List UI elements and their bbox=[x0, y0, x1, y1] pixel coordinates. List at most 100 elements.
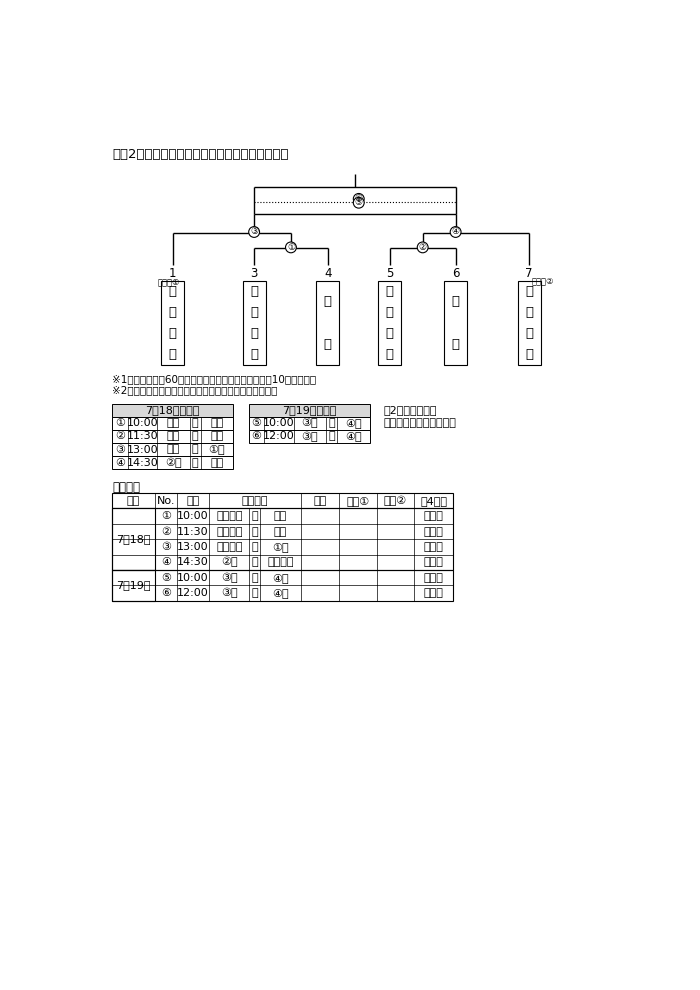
Text: ・下位同士の試合はなし: ・下位同士の試合はなし bbox=[384, 419, 456, 429]
Text: 10:00: 10:00 bbox=[127, 419, 158, 429]
Text: 能代: 能代 bbox=[274, 511, 287, 521]
Text: ⑥: ⑥ bbox=[355, 194, 363, 203]
Text: ・2日間での実施: ・2日間での実施 bbox=[384, 405, 437, 415]
Bar bbox=[112, 570, 155, 601]
Text: 審判割当: 審判割当 bbox=[112, 481, 140, 494]
Text: 陽: 陽 bbox=[386, 348, 393, 361]
Text: 鳴: 鳴 bbox=[250, 348, 258, 361]
Text: No.: No. bbox=[157, 496, 175, 506]
Text: 松: 松 bbox=[386, 327, 393, 340]
Text: ②: ② bbox=[419, 243, 427, 251]
Text: ④: ④ bbox=[161, 557, 171, 567]
Text: 大館桂桜: 大館桂桜 bbox=[267, 557, 294, 567]
Bar bbox=[112, 509, 155, 570]
Text: －: － bbox=[192, 457, 199, 467]
Text: ⑤: ⑤ bbox=[355, 198, 363, 207]
Text: 令和2年度　県北地区高校体育大会サッカー競技: 令和2年度 県北地区高校体育大会サッカー競技 bbox=[112, 148, 289, 161]
Text: 桜: 桜 bbox=[525, 348, 533, 361]
Text: ③: ③ bbox=[115, 445, 125, 454]
Bar bbox=[161, 280, 184, 365]
Bar bbox=[316, 280, 340, 365]
Text: 大: 大 bbox=[525, 284, 533, 298]
Text: ⑤: ⑤ bbox=[161, 573, 171, 583]
Text: シード①: シード① bbox=[158, 277, 180, 286]
Text: ①勝: ①勝 bbox=[272, 542, 289, 551]
Bar bbox=[112, 493, 454, 509]
Bar bbox=[112, 456, 233, 469]
Text: 14:30: 14:30 bbox=[177, 557, 209, 567]
Circle shape bbox=[354, 197, 364, 208]
Circle shape bbox=[248, 227, 260, 238]
Text: －: － bbox=[251, 573, 258, 583]
Text: －: － bbox=[251, 588, 258, 598]
Text: ⑥: ⑥ bbox=[161, 588, 171, 598]
Text: ③: ③ bbox=[250, 228, 258, 237]
Bar bbox=[444, 280, 468, 365]
Bar bbox=[112, 509, 454, 570]
Text: ※2　小さい番号が左側ベンチ、および記録を担当する。: ※2 小さい番号が左側ベンチ、および記録を担当する。 bbox=[112, 385, 278, 395]
Text: 小坂: 小坂 bbox=[274, 527, 287, 537]
Text: ④: ④ bbox=[452, 228, 460, 237]
Text: 国際情報: 国際情報 bbox=[216, 542, 243, 551]
Text: ②: ② bbox=[115, 432, 125, 442]
Bar bbox=[248, 430, 370, 443]
Text: 桂桜: 桂桜 bbox=[210, 457, 223, 467]
Text: ④勝: ④勝 bbox=[345, 432, 362, 442]
Text: －: － bbox=[192, 445, 199, 454]
Text: －: － bbox=[251, 511, 258, 521]
Text: 館: 館 bbox=[525, 306, 533, 319]
Text: ④負: ④負 bbox=[345, 419, 362, 429]
Text: －: － bbox=[192, 432, 199, 442]
Text: 国: 国 bbox=[169, 284, 176, 298]
Text: 5: 5 bbox=[386, 266, 393, 279]
Text: 7月19日（日）: 7月19日（日） bbox=[282, 405, 336, 415]
Text: －: － bbox=[192, 419, 199, 429]
Text: 大: 大 bbox=[250, 284, 258, 298]
Circle shape bbox=[286, 242, 296, 252]
Text: シード②: シード② bbox=[531, 277, 554, 286]
Circle shape bbox=[417, 242, 428, 252]
Text: 高体連: 高体連 bbox=[424, 588, 444, 598]
Text: ③勝: ③勝 bbox=[221, 588, 237, 598]
Text: 10:00: 10:00 bbox=[263, 419, 295, 429]
Text: 小坂: 小坂 bbox=[210, 432, 223, 442]
Text: 能: 能 bbox=[323, 295, 332, 308]
Text: 際: 際 bbox=[169, 306, 176, 319]
Text: ※1　試合時間は60分、ハーフタイムインターバルは10分とする。: ※1 試合時間は60分、ハーフタイムインターバルは10分とする。 bbox=[112, 374, 316, 384]
Text: ④: ④ bbox=[115, 457, 125, 467]
Text: 10:00: 10:00 bbox=[177, 511, 209, 521]
Bar bbox=[517, 280, 541, 365]
Text: 小: 小 bbox=[452, 295, 460, 308]
Text: 12:00: 12:00 bbox=[263, 432, 295, 442]
Text: ①: ① bbox=[287, 243, 295, 251]
Text: 坂: 坂 bbox=[452, 338, 460, 350]
Text: 対　　戦: 対 戦 bbox=[241, 496, 268, 506]
Bar bbox=[112, 404, 233, 417]
Text: 7月19日: 7月19日 bbox=[116, 580, 151, 590]
Text: ⑥: ⑥ bbox=[251, 432, 262, 442]
Text: 能代松陽: 能代松陽 bbox=[216, 527, 243, 537]
Text: 11:30: 11:30 bbox=[177, 527, 209, 537]
Text: 日付: 日付 bbox=[127, 496, 140, 506]
Text: －: － bbox=[251, 527, 258, 537]
Text: ③勝: ③勝 bbox=[302, 432, 318, 442]
Bar bbox=[248, 404, 370, 417]
Text: 副審①: 副審① bbox=[346, 496, 370, 506]
Text: 1: 1 bbox=[169, 266, 176, 279]
Text: 鳳鳴: 鳳鳴 bbox=[167, 419, 180, 429]
Text: 開始: 開始 bbox=[186, 496, 200, 506]
Text: 6: 6 bbox=[452, 266, 459, 279]
Text: 12:00: 12:00 bbox=[177, 588, 209, 598]
Text: ③負: ③負 bbox=[302, 418, 318, 429]
Text: 高体連: 高体連 bbox=[424, 573, 444, 583]
Text: 10:00: 10:00 bbox=[177, 573, 209, 583]
Text: 高体連: 高体連 bbox=[424, 511, 444, 521]
Bar bbox=[378, 280, 401, 365]
Text: ②勝: ②勝 bbox=[165, 457, 182, 468]
Text: 高体連: 高体連 bbox=[424, 542, 444, 551]
Text: 代: 代 bbox=[386, 306, 393, 319]
Text: ③負: ③負 bbox=[221, 572, 237, 583]
Text: ④勝: ④勝 bbox=[272, 588, 289, 598]
Text: ①勝: ①勝 bbox=[209, 445, 225, 454]
Text: 国情: 国情 bbox=[167, 445, 180, 454]
